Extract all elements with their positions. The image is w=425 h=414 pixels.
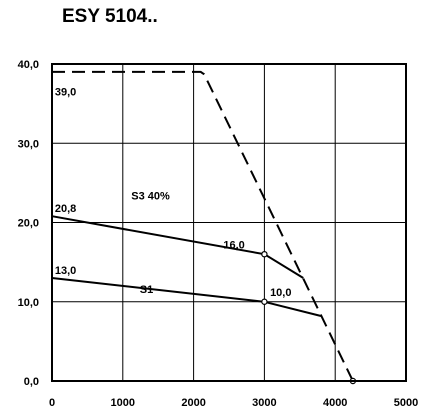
series-line-1 (51, 215, 304, 279)
data-point-marker (261, 298, 268, 305)
series-layer (51, 70, 354, 382)
annotation-label: 16,0 (223, 240, 244, 252)
x-tick-label: 5000 (394, 397, 418, 409)
x-tick-label: 0 (49, 397, 55, 409)
y-tick-label: 0,0 (24, 376, 39, 388)
y-tick-label: 30,0 (18, 138, 39, 150)
annotation-label: S3 40% (131, 191, 170, 203)
data-point-marker (261, 250, 268, 258)
annotation-layer: 39,0 20,8 S3 40% 16,0 13,0 S1 10,0 (55, 87, 292, 300)
annotation-label: 10,0 (270, 287, 291, 299)
annotation-label: 39,0 (55, 87, 76, 99)
y-tick-label: 40,0 (18, 59, 39, 71)
x-tick-label: 2000 (181, 397, 205, 409)
annotation-label: 13,0 (55, 265, 76, 277)
plot-frame (51, 63, 407, 382)
grid (51, 63, 407, 382)
marker-layer (261, 250, 357, 385)
chart-title: ESY 5104.. (62, 6, 158, 27)
y-tick-label: 10,0 (18, 297, 39, 309)
x-tick-label: 1000 (111, 397, 135, 409)
x-tick-label: 3000 (252, 397, 276, 409)
y-tick-label: 20,0 (18, 218, 39, 230)
tick-layer: 0 1000 2000 3000 4000 5000 0,0 10,0 20,0 30,0 40,0 (18, 59, 419, 409)
series-line-3 (52, 70, 354, 382)
annotation-label: S1 (140, 284, 153, 296)
annotation-label: 20,8 (55, 203, 76, 215)
x-tick-label: 4000 (323, 397, 347, 409)
